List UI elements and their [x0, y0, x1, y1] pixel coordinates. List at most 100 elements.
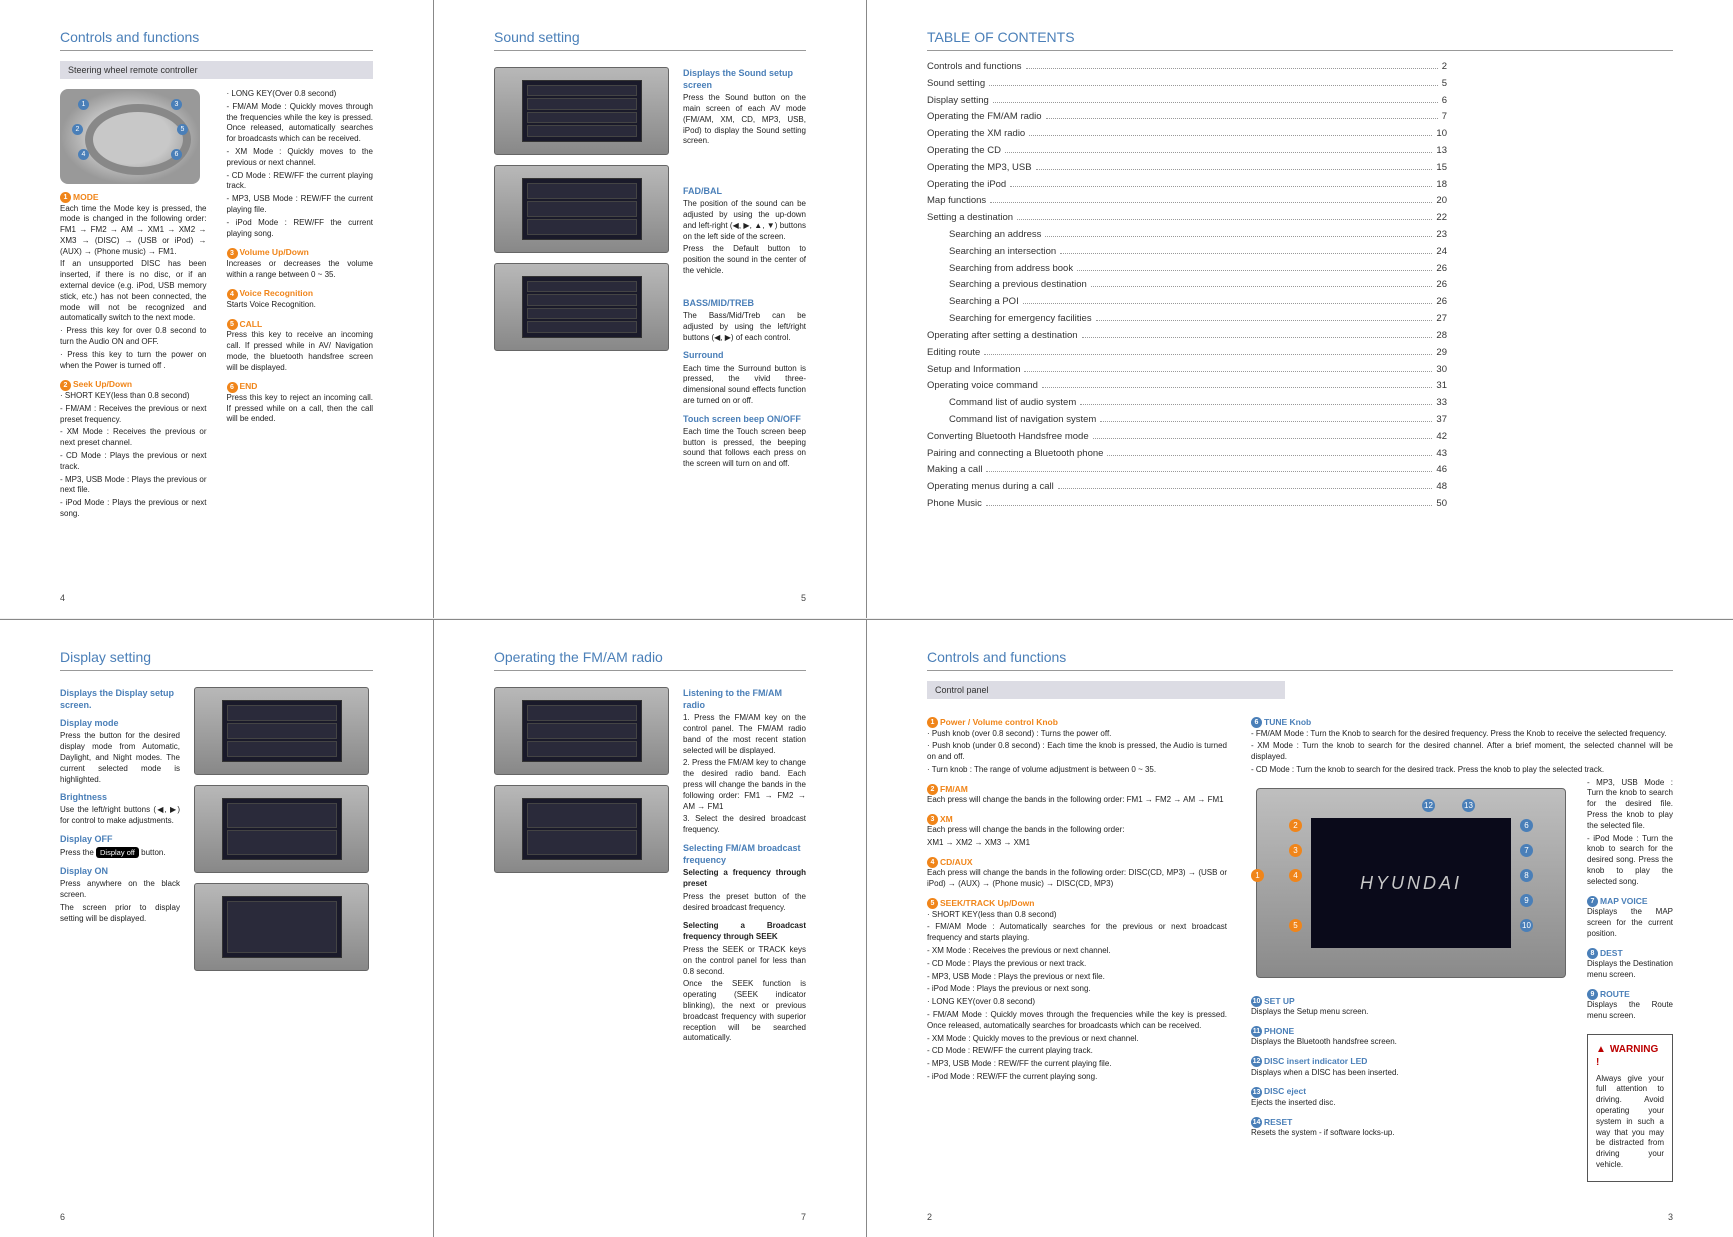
mode-body2: If an unsupported DISC has been inserted… — [60, 259, 207, 324]
toc-row: Searching a POI26 — [927, 296, 1447, 309]
toc-row: Command list of audio system 33 — [927, 397, 1447, 410]
spread-top: Controls and functions Steering wheel re… — [0, 0, 1733, 618]
toc-dots — [1036, 169, 1433, 170]
toc-row: Operating the XM radio10 — [927, 128, 1447, 141]
toc-row: Operating the MP3, USB 15 — [927, 162, 1447, 175]
disc-title: 12DISC insert indicator LED — [1251, 1056, 1571, 1067]
toc-label: Operating menus during a call — [927, 481, 1054, 494]
toc-page: 31 — [1436, 380, 1447, 393]
toc-label: Operating the MP3, USB — [927, 162, 1032, 175]
toc-row: Map functions20 — [927, 195, 1447, 208]
toc-dots — [1017, 219, 1432, 220]
toc-page: 42 — [1436, 431, 1447, 444]
page-num-6: 6 — [60, 1211, 65, 1223]
toc-dots — [1046, 118, 1438, 119]
toc-row: Searching an intersection24 — [927, 246, 1447, 259]
toc-row: Operating the FM/AM radio 7 — [927, 111, 1447, 124]
toc-dots — [1082, 337, 1433, 338]
toc-label: Pairing and connecting a Bluetooth phone — [927, 448, 1103, 461]
toc-page: 15 — [1436, 162, 1447, 175]
toc-dots — [1045, 236, 1432, 237]
toc-page: 37 — [1436, 414, 1447, 427]
device-sound-2 — [494, 165, 669, 253]
toc-row: Operating the CD13 — [927, 145, 1447, 158]
toc-page: 23 — [1436, 229, 1447, 242]
toc-dots — [990, 202, 1432, 203]
s4-title: Surround — [683, 349, 806, 361]
warning-box: WARNING ! Always give your full attentio… — [1587, 1034, 1673, 1182]
s2-title: FAD/BAL — [683, 185, 806, 197]
d1-title: Displays the Display setup screen. — [60, 687, 180, 711]
toc-dots — [1029, 135, 1432, 136]
toc-row: Pairing and connecting a Bluetooth phone… — [927, 448, 1447, 461]
toc-page: 7 — [1442, 111, 1447, 124]
seek-sub: · SHORT KEY(less than 0.8 second) — [60, 391, 207, 402]
toc-label: Searching for emergency facilities — [949, 313, 1092, 326]
toc-dots — [1010, 186, 1432, 187]
page-num-3: 3 — [1668, 1211, 1673, 1223]
toc-row: Editing route29 — [927, 347, 1447, 360]
r1-title: Listening to the FM/AM radio — [683, 687, 806, 711]
page4-title: Controls and functions — [60, 28, 373, 51]
phone-title: 11PHONE — [1251, 1026, 1571, 1037]
reset-title: 14RESET — [1251, 1117, 1571, 1128]
page6-title: Display setting — [60, 648, 373, 671]
d4-title: Display OFF — [60, 833, 180, 845]
toc-row: Searching an address23 — [927, 229, 1447, 242]
toc-row: Operating menus during a call48 — [927, 481, 1447, 494]
toc-dots — [1060, 253, 1432, 254]
toc-row: Display setting6 — [927, 95, 1447, 108]
spread-bottom: Display setting Displays the Display set… — [0, 619, 1733, 1237]
toc-page: 46 — [1436, 464, 1447, 477]
head-unit-brand: HYUNDAI — [1311, 818, 1511, 948]
device-sound-1 — [494, 67, 669, 155]
toc-page: 33 — [1436, 397, 1447, 410]
toc-page: 13 — [1436, 145, 1447, 158]
call-heading: 5CALL — [227, 319, 374, 330]
toc-label: Sound setting — [927, 78, 985, 91]
page-2-3: Controls and functions Control panel 1Po… — [866, 620, 1733, 1237]
toc-dots — [986, 505, 1433, 506]
device-radio-2 — [494, 785, 669, 873]
toc-label: Operating after setting a destination — [927, 330, 1078, 343]
toc-page: 20 — [1436, 195, 1447, 208]
c4-title: 4CD/AUX — [927, 857, 1227, 868]
toc-label: Command list of audio system — [949, 397, 1076, 410]
toc-row: Sound setting5 — [927, 78, 1447, 91]
long-sub: · LONG KEY(Over 0.8 second) — [227, 89, 374, 100]
toc-dots — [1091, 286, 1433, 287]
toc-row: Operating after setting a destination28 — [927, 330, 1447, 343]
end-heading: 6END — [227, 381, 374, 392]
mode-heading: 1MODE — [60, 192, 207, 203]
toc-label: Controls and functions — [927, 61, 1022, 74]
device-display-2 — [194, 785, 369, 873]
toc-row: Searching a previous destination26 — [927, 279, 1447, 292]
device-radio-1 — [494, 687, 669, 775]
page-toc: TABLE OF CONTENTS Controls and functions… — [866, 0, 1733, 618]
toc-row: Converting Bluetooth Handsfree mode42 — [927, 431, 1447, 444]
toc-label: Operating the FM/AM radio — [927, 111, 1042, 124]
toc-label: Phone Music — [927, 498, 982, 511]
toc-page: 10 — [1436, 128, 1447, 141]
mode-b2: · Press this key to turn the power on wh… — [60, 350, 207, 372]
toc-label: Setup and Information — [927, 364, 1020, 377]
page2-title: Controls and functions — [927, 648, 1673, 671]
r2b-title: Selecting a Broadcast frequency through … — [683, 921, 806, 943]
toc-label: Operating voice command — [927, 380, 1038, 393]
toc-page: 22 — [1436, 212, 1447, 225]
toc-label: Searching from address book — [949, 263, 1073, 276]
toc-dots — [1093, 438, 1433, 439]
c5-title: 5SEEK/TRACK Up/Down — [927, 898, 1227, 909]
toc-label: Searching a previous destination — [949, 279, 1087, 292]
warning-title: WARNING ! — [1596, 1043, 1664, 1070]
tune-title: 6TUNE Knob — [1251, 717, 1673, 728]
vol-heading: 3Volume Up/Down — [227, 247, 374, 258]
toc-dots — [1096, 320, 1433, 321]
toc-dots — [1042, 387, 1433, 388]
device-display-3 — [194, 883, 369, 971]
display-off-button: Display off — [96, 847, 139, 858]
s5-title: Touch screen beep ON/OFF — [683, 413, 806, 425]
toc-page: 27 — [1436, 313, 1447, 326]
toc-dots — [1058, 488, 1433, 489]
toc-dots — [1023, 303, 1433, 304]
